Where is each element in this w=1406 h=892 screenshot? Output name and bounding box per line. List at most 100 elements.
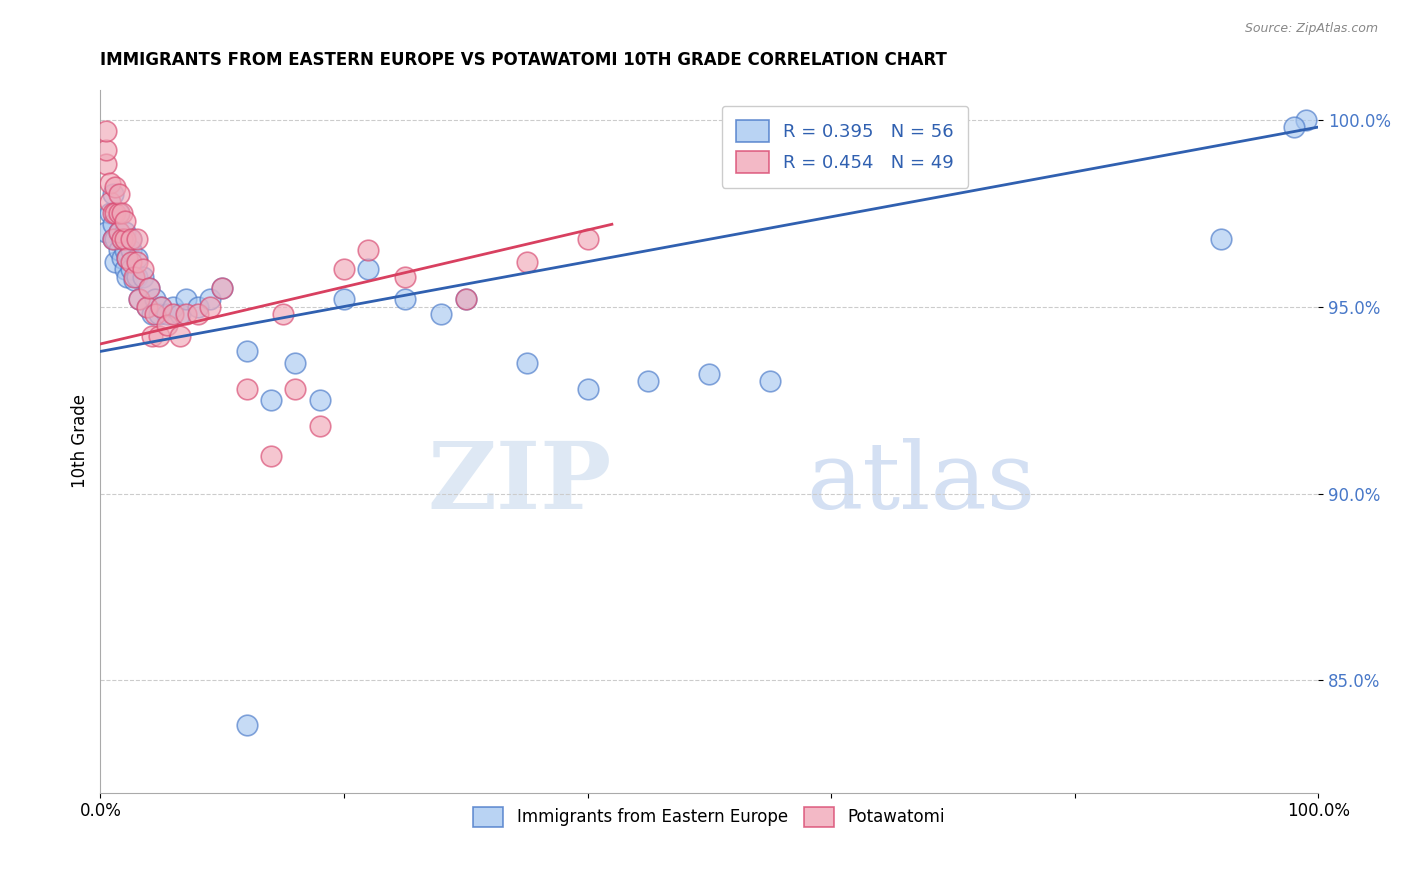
Point — [125, 232, 148, 246]
Point — [454, 292, 477, 306]
Point — [271, 307, 294, 321]
Point — [107, 225, 129, 239]
Point — [114, 262, 136, 277]
Point — [101, 187, 124, 202]
Y-axis label: 10th Grade: 10th Grade — [72, 394, 89, 488]
Point — [125, 269, 148, 284]
Point — [150, 300, 173, 314]
Point — [98, 176, 121, 190]
Point — [120, 262, 142, 277]
Point — [101, 232, 124, 246]
Point — [211, 281, 233, 295]
Point — [115, 251, 138, 265]
Point — [138, 281, 160, 295]
Point — [107, 187, 129, 202]
Point — [120, 244, 142, 258]
Point — [516, 254, 538, 268]
Point — [135, 300, 157, 314]
Point — [235, 718, 257, 732]
Point — [148, 307, 170, 321]
Point — [107, 225, 129, 239]
Point — [211, 281, 233, 295]
Point — [104, 254, 127, 268]
Point — [132, 269, 155, 284]
Point — [308, 419, 330, 434]
Point — [128, 292, 150, 306]
Point — [576, 382, 599, 396]
Point — [394, 292, 416, 306]
Point — [162, 300, 184, 314]
Point — [333, 292, 356, 306]
Point — [198, 300, 221, 314]
Point — [120, 232, 142, 246]
Point — [357, 262, 380, 277]
Point — [430, 307, 453, 321]
Point — [125, 251, 148, 265]
Point — [120, 254, 142, 268]
Point — [111, 251, 134, 265]
Point — [111, 232, 134, 246]
Point — [114, 213, 136, 227]
Point — [169, 307, 191, 321]
Point — [357, 244, 380, 258]
Point — [198, 292, 221, 306]
Point — [107, 206, 129, 220]
Point — [162, 307, 184, 321]
Point — [111, 206, 134, 220]
Point — [128, 292, 150, 306]
Text: atlas: atlas — [807, 438, 1036, 528]
Text: ZIP: ZIP — [427, 438, 612, 528]
Point — [101, 217, 124, 231]
Point — [697, 367, 720, 381]
Point — [143, 292, 166, 306]
Point — [454, 292, 477, 306]
Text: IMMIGRANTS FROM EASTERN EUROPE VS POTAWATOMI 10TH GRADE CORRELATION CHART: IMMIGRANTS FROM EASTERN EUROPE VS POTAWA… — [100, 51, 948, 69]
Point — [156, 307, 179, 321]
Point — [394, 269, 416, 284]
Point — [96, 225, 118, 239]
Point — [96, 143, 118, 157]
Point — [98, 194, 121, 209]
Point — [260, 392, 283, 407]
Point — [138, 281, 160, 295]
Point — [576, 232, 599, 246]
Point — [169, 329, 191, 343]
Point — [284, 356, 307, 370]
Point — [125, 254, 148, 268]
Point — [104, 180, 127, 194]
Point — [98, 206, 121, 220]
Point — [516, 356, 538, 370]
Point — [148, 329, 170, 343]
Point — [260, 449, 283, 463]
Point — [759, 375, 782, 389]
Point — [150, 300, 173, 314]
Text: Source: ZipAtlas.com: Source: ZipAtlas.com — [1244, 22, 1378, 36]
Point — [1282, 120, 1305, 134]
Point — [284, 382, 307, 396]
Point — [143, 307, 166, 321]
Point — [124, 269, 146, 284]
Point — [1295, 112, 1317, 127]
Legend: Immigrants from Eastern Europe, Potawatomi: Immigrants from Eastern Europe, Potawato… — [467, 800, 952, 833]
Point — [637, 375, 659, 389]
Point — [107, 244, 129, 258]
Point — [187, 307, 209, 321]
Point — [114, 225, 136, 239]
Point — [114, 232, 136, 246]
Point — [187, 300, 209, 314]
Point — [308, 392, 330, 407]
Point — [132, 262, 155, 277]
Point — [141, 329, 163, 343]
Point — [115, 269, 138, 284]
Point — [235, 382, 257, 396]
Point — [156, 318, 179, 333]
Point — [114, 244, 136, 258]
Point — [96, 124, 118, 138]
Point — [96, 157, 118, 171]
Point — [101, 206, 124, 220]
Point — [174, 307, 197, 321]
Point — [141, 307, 163, 321]
Point — [174, 292, 197, 306]
Point — [104, 232, 127, 246]
Point — [101, 232, 124, 246]
